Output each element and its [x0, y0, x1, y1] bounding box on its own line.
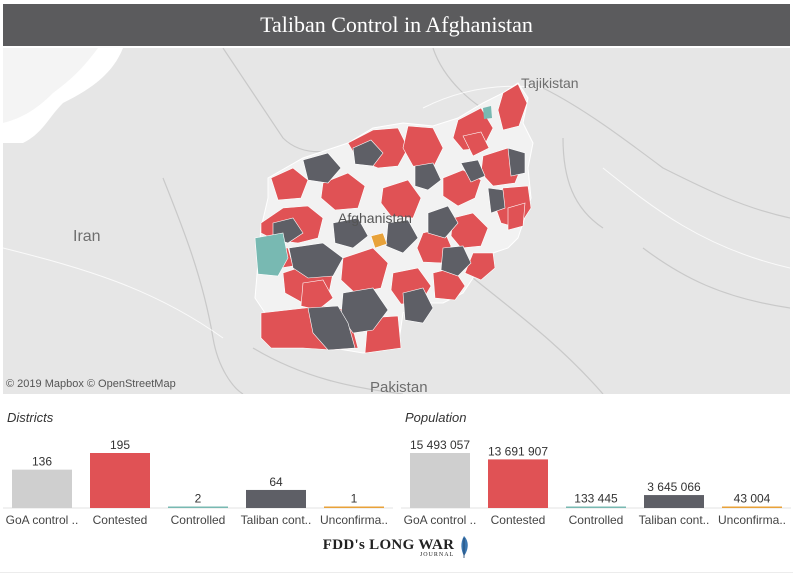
districts-label: Districts: [7, 410, 54, 425]
label-iran: Iran: [73, 228, 101, 245]
taliban-regions: [272, 139, 526, 351]
logo-sub-text: JOURNAL: [419, 552, 455, 558]
footer-logo[interactable]: FDD's LONG WAR JOURNAL: [0, 536, 793, 558]
population-value-label-4: 3 645 066: [647, 480, 701, 494]
districts-category-label-4: Taliban cont..: [241, 513, 312, 527]
unconfirmed-region: [370, 232, 388, 249]
caspian-area: [3, 48, 98, 123]
population-category-label-4: Taliban cont..: [639, 513, 710, 527]
population-category-label-3: Controlled: [569, 513, 624, 527]
population-category-label-5: Unconfirma..: [718, 513, 786, 527]
dashboard-title: Taliban Control in Afghanistan: [3, 4, 790, 46]
districts-category-label-2: Contested: [93, 513, 148, 527]
districts-value-label-5: 1: [351, 492, 358, 506]
controlled-region: [254, 232, 289, 277]
population-value-label-2: 13 691 907: [488, 444, 548, 458]
districts-category-label-5: Unconfirma..: [320, 513, 388, 527]
population-bar-4[interactable]: [644, 495, 704, 508]
population-category-label-1: GoA control ..: [404, 513, 477, 527]
population-value-label-5: 43 004: [734, 492, 771, 506]
districts-bar-5[interactable]: [324, 506, 384, 509]
population-chart: 15 493 057 GoA control .. 13 691 907 Contes…: [401, 438, 791, 527]
districts-value-label-2: 195: [110, 438, 130, 452]
districts-bar-2[interactable]: [90, 453, 150, 508]
population-label: Population: [405, 410, 467, 425]
districts-chart: 136 GoA control .. 195 Contested 2 Controlled…: [3, 438, 393, 527]
districts-category-label-3: Controlled: [171, 513, 226, 527]
footer-divider: [0, 572, 793, 573]
districts-bar-4[interactable]: [246, 489, 306, 508]
logo-main-text: FDD's LONG WAR: [322, 537, 455, 553]
population-bar-3[interactable]: [566, 506, 626, 509]
districts-value-label-4: 64: [269, 475, 283, 489]
map-view[interactable]: Tajikistan Afghanistan Iran Pakistan: [3, 48, 790, 394]
population-bar-2[interactable]: [488, 459, 548, 508]
districts-bar-1[interactable]: [12, 469, 72, 508]
feather-icon: [461, 536, 468, 558]
map-attribution[interactable]: © 2019 Mapbox © OpenStreetMap: [6, 378, 176, 390]
population-bar-5[interactable]: [722, 506, 782, 509]
population-value-label-1: 15 493 057: [410, 438, 470, 452]
label-pakistan: Pakistan: [370, 379, 428, 394]
districts-value-label-1: 136: [32, 455, 52, 469]
population-value-label-3: 133 445: [574, 492, 618, 506]
population-category-label-2: Contested: [491, 513, 546, 527]
map-canvas: Tajikistan Afghanistan Iran Pakistan: [3, 48, 790, 394]
label-afghanistan: Afghanistan: [338, 210, 412, 226]
districts-value-label-3: 2: [195, 492, 202, 506]
population-bar-1[interactable]: [410, 453, 470, 508]
districts-category-label-1: GoA control ..: [6, 513, 79, 527]
label-tajikistan: Tajikistan: [521, 75, 579, 91]
districts-bar-3[interactable]: [168, 506, 228, 509]
